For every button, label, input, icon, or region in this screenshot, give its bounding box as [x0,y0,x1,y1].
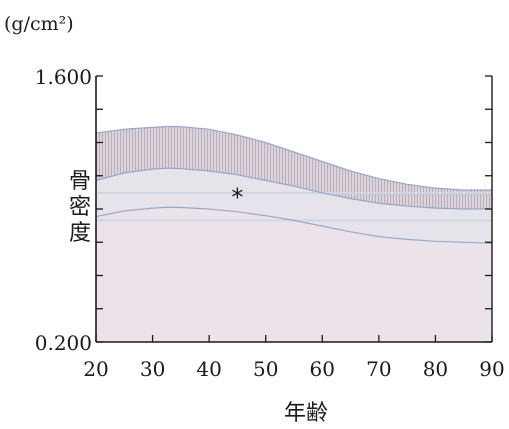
series-line-3 [95,206,493,244]
y-tick-label: 0.200 [35,331,92,355]
series-line-2 [95,167,492,210]
series-line-1 [95,125,492,191]
x-tick-label: 50 [253,357,278,381]
x-tick-label: 70 [366,357,391,381]
x-axis-label: 年齢 [284,401,328,426]
y-axis-label-char: 度 [69,221,91,246]
upper-band [96,126,492,209]
y-tick-label: 1.600 [35,65,92,89]
x-tick-label: 60 [310,357,335,381]
asterisk-marker: * [231,184,243,212]
series-curves [95,125,493,244]
x-tick-label: 80 [423,357,448,381]
y-axis-label-char: 骨 [69,169,91,194]
x-tick-label: 20 [83,357,108,381]
x-tick-label: 40 [196,357,221,381]
y-tick-labels: 1.600 0.200 [35,65,92,355]
y-unit-label: (g/cm²) [4,13,74,35]
tick-marks [95,75,493,343]
x-tick-label: 90 [479,357,504,381]
x-tick-label: 30 [140,357,165,381]
x-tick-labels: 20 30 40 50 60 70 80 90 [83,357,504,381]
lower-region [96,207,492,342]
middle-band [96,168,492,244]
y-axis-label-char: 密 [69,195,91,220]
y-axis-label: 骨密度 [69,169,91,246]
